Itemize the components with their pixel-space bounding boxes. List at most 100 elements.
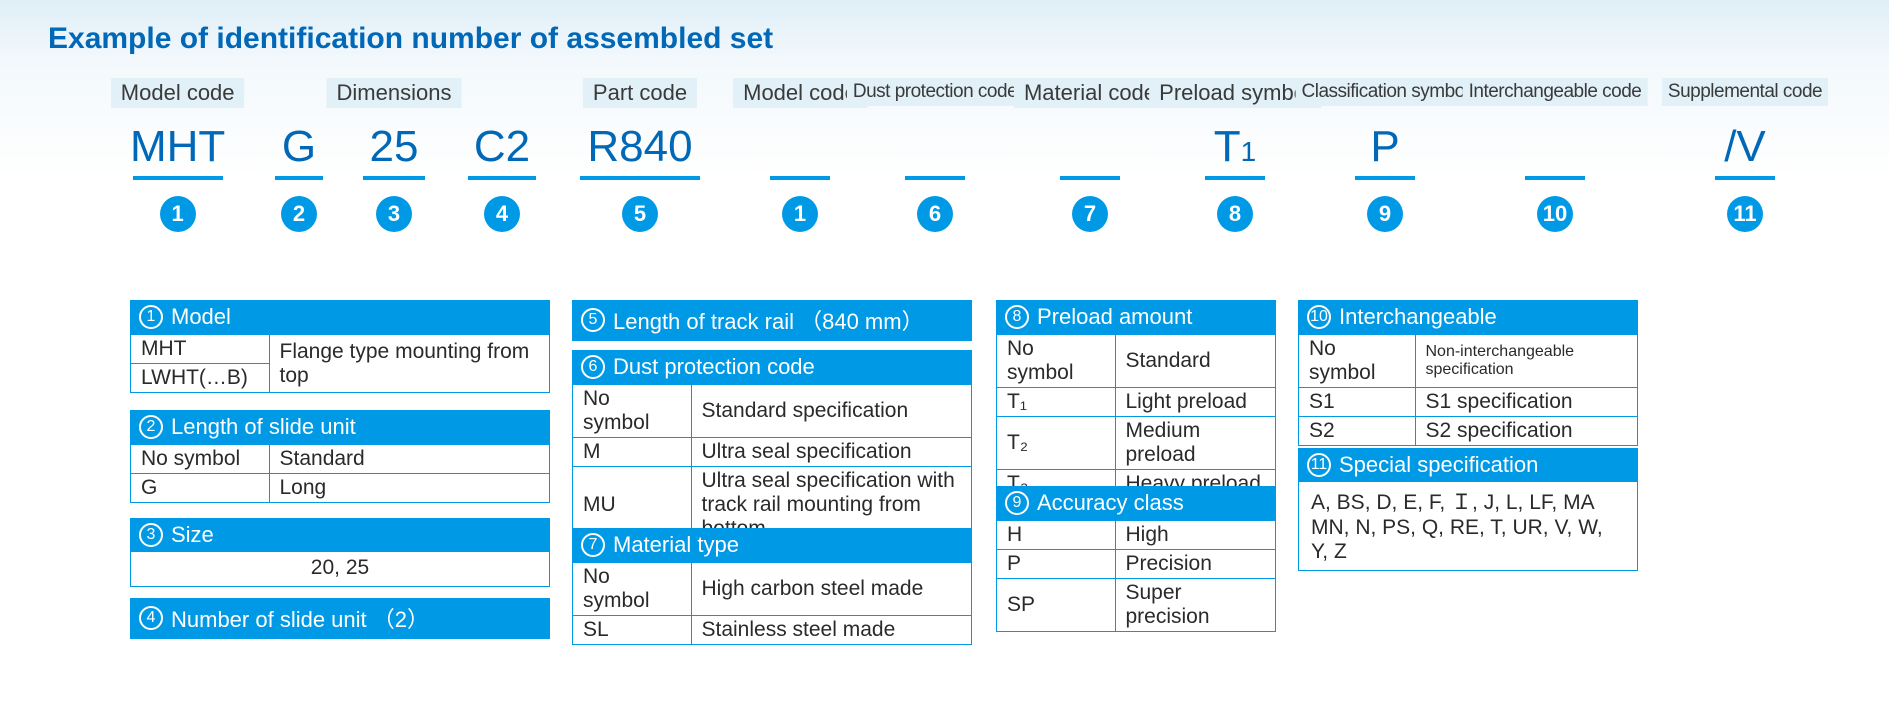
part-segment-7: Material code 7 bbox=[1060, 78, 1120, 232]
table-body-text: 20, 25 bbox=[131, 552, 549, 586]
table-cell: High carbon steel made bbox=[691, 563, 971, 616]
part-label: Classification symbol bbox=[1296, 78, 1475, 106]
table-header-text: Dust protection code bbox=[613, 354, 815, 380]
part-badge: 6 bbox=[917, 196, 953, 232]
table-header-badge: 11 bbox=[1307, 453, 1331, 477]
table-cell: No symbol bbox=[573, 563, 691, 616]
page-title: Example of identification number of asse… bbox=[48, 22, 1841, 56]
part-value: /V bbox=[1724, 122, 1766, 176]
part-value: G bbox=[282, 122, 316, 176]
table-header: 8 Preload amount bbox=[997, 301, 1275, 334]
part-segment-8: Preload symbolT18 bbox=[1205, 78, 1265, 232]
part-underline bbox=[1355, 176, 1415, 180]
table-cell: No symbol bbox=[1299, 335, 1415, 388]
part-badge: 3 bbox=[376, 196, 412, 232]
table-t9: 9 Accuracy class HHighPPrecisionSPSuper pr… bbox=[996, 486, 1276, 632]
table-cell: Super precision bbox=[1115, 579, 1275, 632]
table-cell: SP bbox=[997, 579, 1115, 632]
table-cell: LWHT(…B) bbox=[131, 364, 269, 393]
part-underline bbox=[275, 176, 323, 180]
part-label: Supplemental code bbox=[1662, 78, 1828, 106]
table-cell: S1 bbox=[1299, 388, 1415, 417]
table-cell: G bbox=[131, 474, 269, 503]
table-header-text: Preload amount bbox=[1037, 304, 1192, 330]
table-t11: 11 Special specification A, BS, D, E, F, Ｉ… bbox=[1298, 448, 1638, 571]
part-label: Part code bbox=[583, 78, 697, 108]
table-header-badge: 1 bbox=[139, 305, 163, 329]
part-segment-11: Supplemental code/V11 bbox=[1715, 78, 1775, 232]
part-segment-2: G2 bbox=[275, 78, 323, 232]
table-body-text: A, BS, D, E, F, Ｉ, J, L, LF, MA MN, N, P… bbox=[1299, 482, 1637, 570]
part-badge: 1 bbox=[782, 196, 818, 232]
part-underline bbox=[133, 176, 223, 180]
table-header: 3Size bbox=[131, 519, 549, 552]
table-header-text: Length of track rail （840 mm） bbox=[613, 304, 924, 336]
table-header-badge: 10 bbox=[1307, 305, 1331, 329]
table-t4: 4 Number of slide unit （2） bbox=[130, 598, 550, 639]
part-value: MHT bbox=[130, 122, 225, 176]
part-underline bbox=[905, 176, 965, 180]
table-cell: S2 bbox=[1299, 417, 1415, 446]
table-cell: P bbox=[997, 550, 1115, 579]
table-t2: 2 Length of slide unit No symbolStandardGL… bbox=[130, 410, 550, 503]
part-value bbox=[929, 122, 941, 176]
part-underline bbox=[363, 176, 425, 180]
part-badge: 10 bbox=[1537, 196, 1573, 232]
table-header-badge: 8 bbox=[1005, 305, 1029, 329]
table-cell: Long bbox=[269, 474, 549, 503]
table-t10: 10 Interchangeable No symbolNon-interchang… bbox=[1298, 300, 1638, 446]
table-cell: Precision bbox=[1115, 550, 1275, 579]
table-header-text: Interchangeable bbox=[1339, 304, 1497, 330]
part-label: Dimensions bbox=[327, 78, 462, 108]
table-header-badge: 5 bbox=[581, 308, 605, 332]
part-underline bbox=[1205, 176, 1265, 180]
table-header-badge: 4 bbox=[139, 606, 163, 630]
table-cell: Non-interchangeable specification bbox=[1415, 335, 1637, 388]
table-cell: Light preload bbox=[1115, 388, 1275, 417]
diagram-container: Example of identification number of asse… bbox=[0, 0, 1889, 714]
table-header: 9 Accuracy class bbox=[997, 487, 1275, 520]
table-cell: Standard specification bbox=[691, 385, 971, 438]
table-cell: High bbox=[1115, 521, 1275, 550]
table-header-badge: 9 bbox=[1005, 491, 1029, 515]
part-badge: 7 bbox=[1072, 196, 1108, 232]
table-header-text: Special specification bbox=[1339, 452, 1538, 478]
table-header-badge: 2 bbox=[139, 415, 163, 439]
table-cell: No symbol bbox=[131, 445, 269, 474]
part-label: Model code bbox=[111, 78, 245, 108]
part-value: P bbox=[1370, 122, 1399, 176]
table-cell: Standard bbox=[1115, 335, 1275, 388]
part-label: Material code bbox=[1014, 78, 1166, 108]
part-underline bbox=[1525, 176, 1585, 180]
part-segment-1: Model code 1 bbox=[770, 78, 830, 232]
table-t1: 1ModelMHTFlange type mounting from topLW… bbox=[130, 300, 550, 393]
table-cell: Ultra seal specification bbox=[691, 438, 971, 467]
part-underline bbox=[1715, 176, 1775, 180]
table-cell: H bbox=[997, 521, 1115, 550]
table-t8: 8Preload amountNo symbolStandardT₁Light … bbox=[996, 300, 1276, 499]
table-header-text: Material type bbox=[613, 532, 739, 558]
table-cell: S1 specification bbox=[1415, 388, 1637, 417]
table-cell: No symbol bbox=[573, 385, 691, 438]
part-badge: 8 bbox=[1217, 196, 1253, 232]
part-value: C2 bbox=[474, 122, 530, 176]
part-label: Interchangeable code bbox=[1463, 78, 1648, 106]
table-t7: 7Material typeNo symbolHigh carbon steel… bbox=[572, 528, 972, 645]
part-badge: 5 bbox=[622, 196, 658, 232]
table-header-text: Accuracy class bbox=[1037, 490, 1184, 516]
table-header: 5 Length of track rail （840 mm） bbox=[573, 301, 971, 340]
part-segment-9: Classification symbolP9 bbox=[1355, 78, 1415, 232]
table-cell: Standard bbox=[269, 445, 549, 474]
part-value bbox=[1549, 122, 1561, 176]
table-header-text: Number of slide unit （2） bbox=[171, 602, 429, 634]
part-label: Dust protection code bbox=[847, 78, 1023, 106]
table-cell: Stainless steel made bbox=[691, 616, 971, 645]
table-header: 4 Number of slide unit （2） bbox=[131, 599, 549, 638]
table-header: 2 Length of slide unit bbox=[131, 411, 549, 444]
part-segment-4: C24 bbox=[468, 78, 536, 232]
table-t6: 6Dust protection codeNo symbolStandard s… bbox=[572, 350, 972, 544]
part-badge: 9 bbox=[1367, 196, 1403, 232]
table-header: 1Model bbox=[131, 301, 549, 334]
table-header-text: Length of slide unit bbox=[171, 414, 356, 440]
part-value: R840 bbox=[587, 122, 692, 176]
